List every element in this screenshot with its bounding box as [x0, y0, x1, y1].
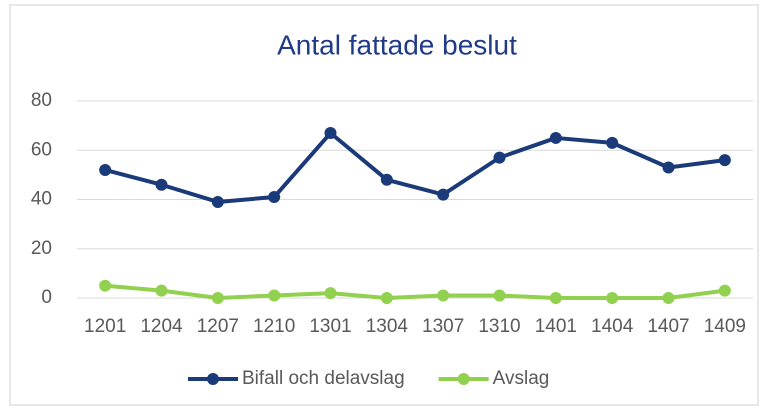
x-tick-label: 1204: [140, 316, 183, 337]
y-tick-label: 60: [31, 139, 52, 160]
x-tick-label: 1310: [478, 316, 520, 337]
chart-title: Antal fattade beslut: [277, 29, 517, 60]
legend-label: Bifall och delavslag: [242, 368, 405, 389]
x-tick-label: 1401: [535, 316, 577, 337]
y-tick-label: 20: [31, 238, 52, 259]
series-marker: [437, 188, 450, 201]
series-marker: [268, 191, 281, 204]
series-marker: [155, 178, 168, 191]
y-tick-label: 80: [31, 90, 52, 111]
series-marker: [99, 163, 112, 176]
series-marker: [380, 173, 393, 186]
series-marker: [493, 151, 506, 164]
series-marker: [662, 292, 675, 304]
series-marker: [606, 136, 619, 149]
series-marker: [211, 292, 224, 304]
series-marker: [380, 292, 393, 304]
y-tick-label: 40: [31, 189, 52, 210]
y-tick-label: 0: [41, 287, 52, 308]
series-marker: [718, 154, 731, 167]
series-marker: [493, 289, 506, 302]
x-tick-label: 1409: [704, 316, 746, 337]
series-marker: [324, 287, 337, 300]
series-marker: [662, 161, 675, 174]
series-marker: [437, 289, 450, 302]
series-marker: [718, 284, 731, 297]
series-marker: [549, 292, 562, 304]
series-marker: [549, 131, 562, 144]
legend-marker: [207, 373, 219, 385]
series-marker: [324, 127, 337, 140]
x-tick-label: 1407: [647, 316, 689, 337]
x-tick-label: 1201: [84, 316, 126, 337]
series-line: [104, 283, 726, 300]
series-marker: [211, 195, 224, 208]
legend-label: Avslag: [493, 368, 550, 389]
x-tick-label: 1307: [422, 316, 464, 337]
series-marker: [268, 289, 281, 302]
x-tick-label: 1210: [253, 316, 295, 337]
legend-marker: [457, 373, 470, 385]
chart-border: [9, 4, 759, 406]
series-marker: [99, 279, 112, 292]
series-marker: [606, 292, 619, 304]
x-tick-label: 1404: [591, 316, 634, 337]
series-line: [104, 131, 726, 204]
x-tick-label: 1207: [197, 316, 239, 337]
x-tick-label: 1301: [309, 316, 351, 337]
series-marker: [155, 284, 168, 297]
x-tick-label: 1304: [366, 316, 409, 337]
